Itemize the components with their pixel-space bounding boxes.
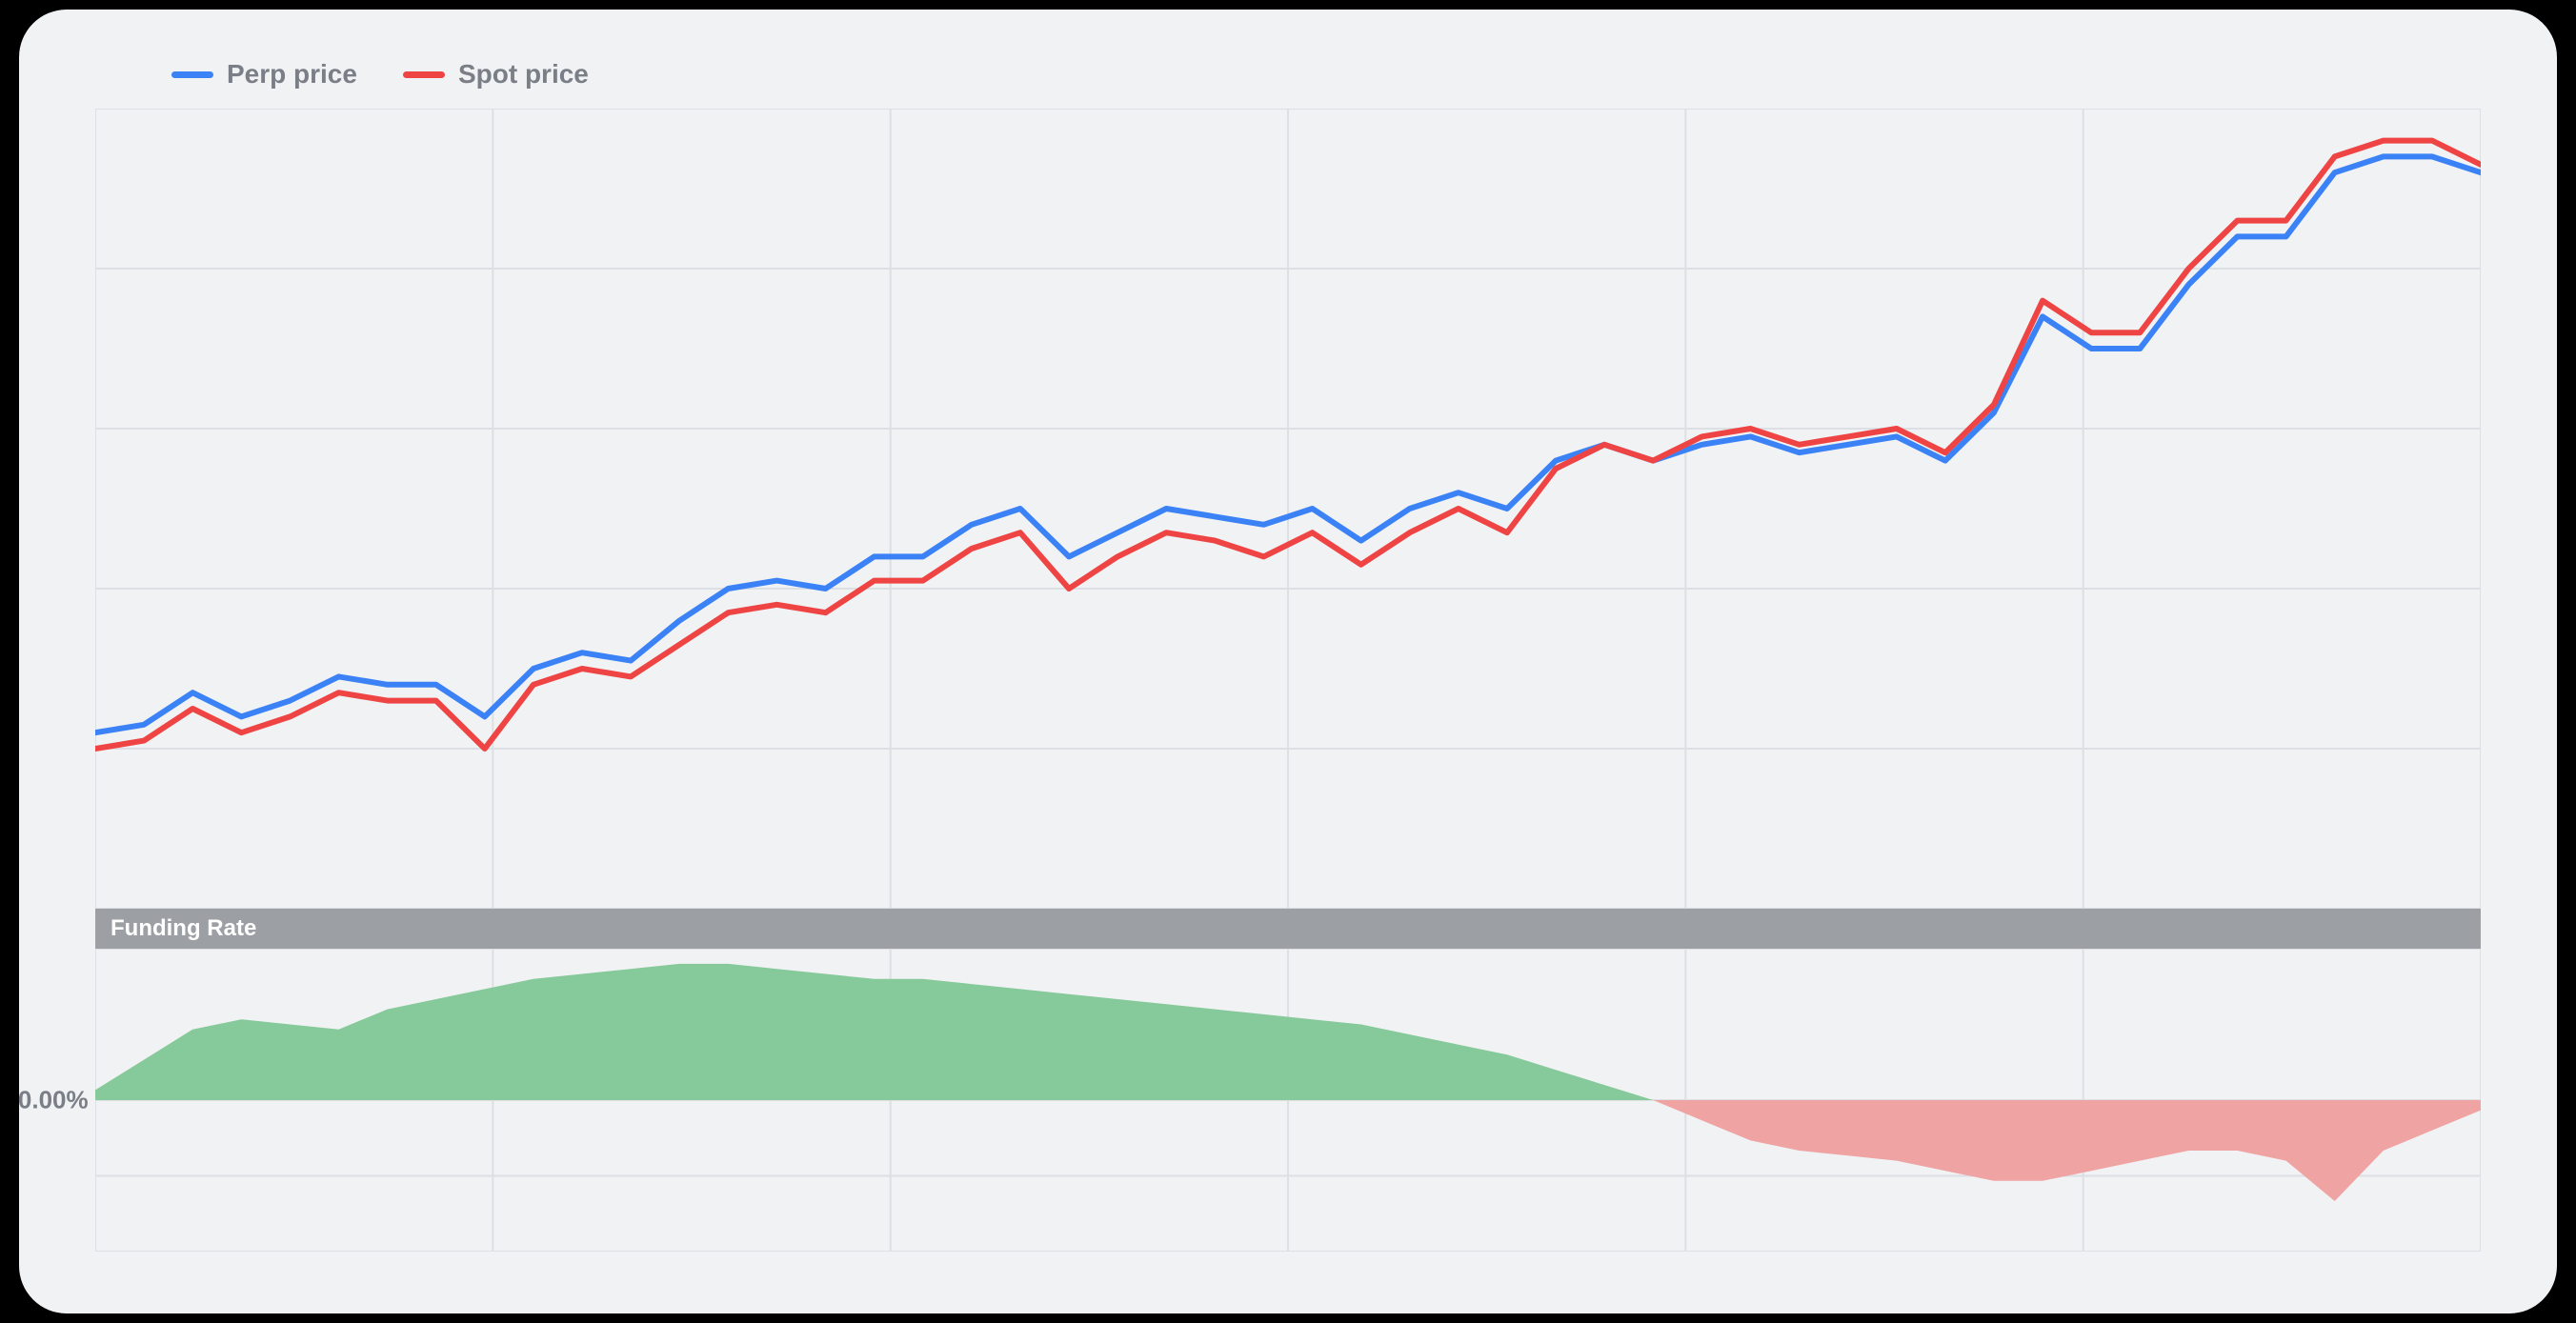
- legend-label-perp: Perp price: [227, 59, 357, 90]
- legend-label-spot: Spot price: [458, 59, 589, 90]
- legend-swatch-perp: [171, 71, 213, 78]
- legend-item-perp: Perp price: [171, 59, 357, 90]
- legend-item-spot: Spot price: [403, 59, 589, 90]
- funding-rate-bar: Funding Rate: [95, 909, 2481, 949]
- funding-rate-label: Funding Rate: [111, 915, 256, 942]
- funding-chart: [95, 949, 2481, 1252]
- legend: Perp price Spot price: [171, 59, 2481, 90]
- funding-zero-label: 0.00%: [18, 1086, 89, 1115]
- price-chart: [95, 109, 2481, 909]
- chart-panel: Perp price Spot price Funding Rate 0.00%: [19, 10, 2557, 1313]
- charts-container: Funding Rate 0.00%: [95, 109, 2481, 1252]
- legend-swatch-spot: [403, 71, 445, 78]
